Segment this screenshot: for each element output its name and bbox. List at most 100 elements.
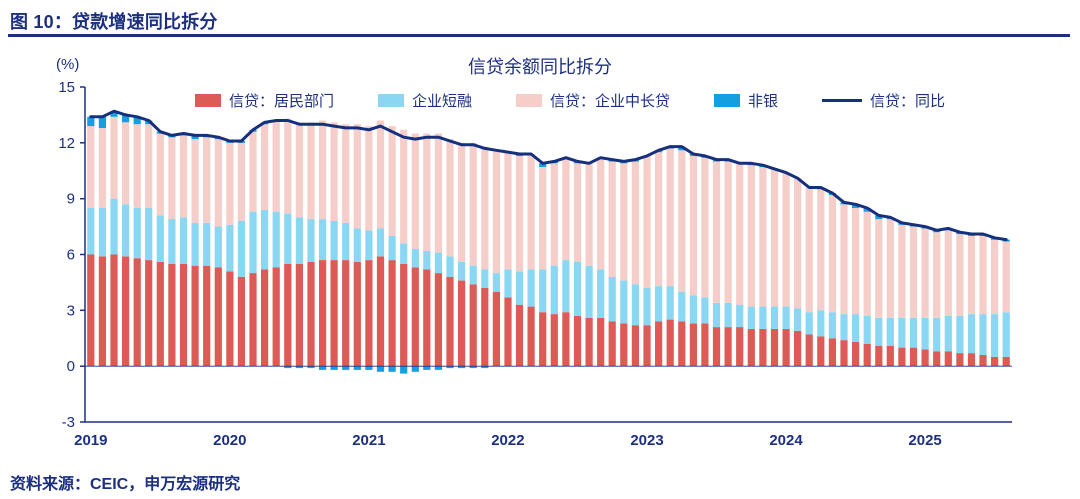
bar-segment	[492, 150, 500, 274]
bar-segment	[956, 234, 964, 316]
x-tick-label: 2019	[74, 432, 107, 449]
bar-segment	[539, 167, 547, 270]
bar-segment	[655, 321, 663, 367]
bar-segment	[272, 120, 280, 212]
bar-segment	[1002, 356, 1010, 367]
bar-segment	[585, 163, 593, 266]
bar-segment	[237, 142, 245, 221]
bar-segment	[388, 260, 396, 367]
bar-segment	[330, 366, 338, 370]
bar-segment	[133, 258, 141, 367]
bar-segment	[376, 228, 385, 257]
bar-segment	[330, 122, 338, 221]
bar-segment	[724, 302, 732, 328]
bar-segment	[388, 366, 396, 372]
x-tick-label: 2025	[908, 432, 941, 449]
y-tick-label: 6	[67, 247, 75, 264]
bar-segment	[585, 265, 593, 318]
bar-segment	[87, 208, 95, 255]
bar-segment	[643, 325, 651, 367]
bar-segment	[573, 315, 582, 367]
bar-segment	[411, 248, 419, 268]
bar-segment	[319, 260, 327, 367]
bar-segment	[736, 304, 744, 327]
bar-segment	[597, 269, 605, 318]
bar-segment	[133, 116, 141, 125]
bar-segment	[979, 314, 987, 355]
bar-segment	[747, 165, 755, 307]
bar-segment	[909, 317, 918, 348]
bar-segment	[933, 351, 941, 367]
chart-title: 信贷余额同比拆分	[468, 57, 612, 77]
bar-segment	[1002, 312, 1010, 357]
bar-segment	[875, 219, 883, 318]
bar-segment	[504, 152, 512, 270]
x-tick-label: 2021	[352, 432, 385, 449]
legend-label-nonbank: 非银	[748, 92, 779, 110]
bar-segment	[434, 133, 442, 253]
bar-segment	[342, 222, 350, 261]
bar-segment	[701, 157, 709, 298]
bar-segment	[237, 276, 245, 367]
bar-segment	[295, 122, 303, 218]
bar-segment	[87, 116, 95, 127]
bar-segment	[712, 161, 721, 303]
bar-segment	[794, 178, 802, 309]
bar-segment	[817, 336, 825, 367]
bar-segment	[666, 286, 674, 320]
bar-segment	[376, 366, 385, 372]
bar-segment	[284, 263, 292, 367]
bar-segment	[979, 235, 987, 315]
x-tick-label: 2022	[491, 432, 524, 449]
bar-segment	[805, 334, 813, 367]
bar-segment	[272, 267, 280, 367]
y-tick-label: 15	[58, 79, 75, 96]
bar-segment	[678, 150, 686, 292]
bar-segment	[504, 269, 512, 298]
bar-segment	[898, 224, 906, 318]
bar-segment	[261, 124, 269, 210]
bar-segment	[307, 261, 315, 367]
legend-swatch-nonbank-icon	[714, 93, 740, 107]
bar-segment	[956, 353, 964, 367]
bar-segment	[365, 230, 373, 261]
bar-segment	[423, 366, 431, 370]
bar-segment	[156, 133, 164, 216]
x-tick-label: 2024	[769, 432, 803, 449]
bar-segment	[214, 226, 222, 268]
bar-segment	[342, 260, 350, 367]
bar-segment	[689, 323, 697, 367]
bar-segment	[515, 304, 524, 367]
bar-segment	[608, 321, 616, 367]
y-tick-label: -3	[62, 414, 75, 431]
bar-segment	[828, 194, 836, 313]
bar-segment	[446, 139, 454, 257]
bar-segment	[909, 226, 918, 318]
bar-segment	[828, 338, 836, 367]
legend-label-corp-midlong: 信贷：企业中长贷	[549, 92, 670, 110]
bar-segment	[852, 314, 860, 342]
bar-segment	[666, 319, 674, 367]
bar-segment	[481, 269, 489, 288]
bar-segment	[122, 256, 130, 367]
bar-segment	[620, 163, 628, 281]
bar-segment	[214, 139, 222, 227]
bar-segment	[249, 211, 257, 274]
bar-segment	[817, 189, 825, 311]
bar-segment	[944, 230, 952, 316]
bar-segment	[631, 284, 639, 326]
bar-segment	[423, 133, 431, 251]
bar-segment	[875, 215, 883, 220]
legend-swatch-yoy-line-icon	[822, 98, 863, 102]
bar-segment	[573, 261, 582, 316]
figure-title: 图 10：贷款增速同比拆分	[10, 12, 218, 32]
y-tick-label: 12	[58, 135, 75, 152]
bar-segment	[168, 137, 176, 220]
bar-segment	[655, 286, 663, 322]
legend-label-yoy-line: 信贷：同比	[870, 92, 946, 110]
bar-segment	[875, 317, 883, 346]
bar-segment	[492, 291, 500, 367]
bar-segment	[573, 163, 582, 262]
legend-swatch-corp-midlong-icon	[515, 93, 542, 107]
